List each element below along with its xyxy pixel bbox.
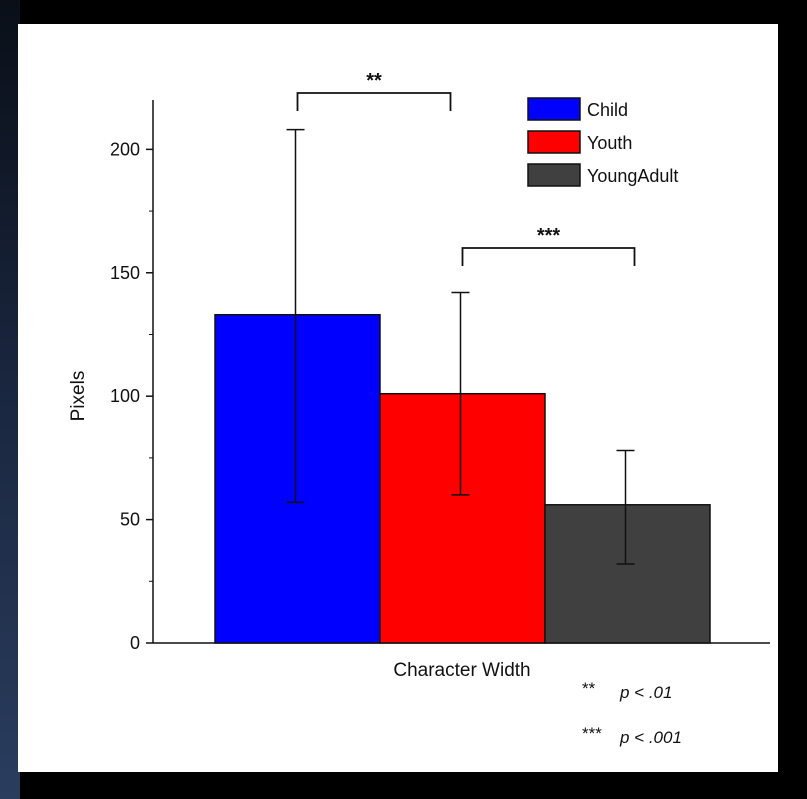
y-tick-label: 100 xyxy=(110,386,140,406)
significance-bracket: ** xyxy=(296,70,452,111)
legend-label: YoungAdult xyxy=(587,166,678,186)
y-ticks: 0 50 100 150 200 xyxy=(110,139,153,653)
legend-label: Youth xyxy=(587,133,632,153)
significance-label: ** xyxy=(366,70,382,92)
y-tick-label: 0 xyxy=(130,633,140,653)
note-stars: ** xyxy=(582,679,596,698)
note-text: p < .001 xyxy=(619,728,682,747)
error-bars xyxy=(286,128,635,565)
error-bar-youngadult xyxy=(616,449,635,565)
y-tick-label: 200 xyxy=(110,139,140,159)
legend-item-youngadult: YoungAdult xyxy=(527,163,678,187)
legend-swatch xyxy=(527,130,581,154)
legend: Child Youth YoungAdult xyxy=(527,97,678,187)
significance-note: *** p < .001 xyxy=(582,724,682,747)
note-text: p < .01 xyxy=(619,683,672,702)
note-stars: *** xyxy=(582,724,602,743)
bar-youth xyxy=(379,392,546,644)
legend-item-child: Child xyxy=(527,97,628,121)
significance-note: ** p < .01 xyxy=(582,679,672,702)
error-bar-child xyxy=(286,128,305,504)
significance-brackets: ***** xyxy=(296,70,636,266)
y-tick-label: 150 xyxy=(110,263,140,283)
legend-label: Child xyxy=(587,100,628,120)
bar-child xyxy=(214,313,381,644)
legend-swatch xyxy=(527,97,581,121)
significance-label: *** xyxy=(537,225,561,247)
legend-item-youth: Youth xyxy=(527,130,632,154)
bars xyxy=(214,313,711,644)
x-axis-title: Character Width xyxy=(393,660,530,681)
y-tick-label: 50 xyxy=(120,510,140,530)
bar-youngadult xyxy=(544,504,711,644)
legend-swatch xyxy=(527,163,581,187)
frame-left-gradient xyxy=(0,0,20,799)
significance-bracket: *** xyxy=(461,225,636,266)
error-bar-youth xyxy=(451,291,470,496)
y-axis-title: Pixels xyxy=(68,371,89,422)
significance-notes: ** p < .01 *** p < .001 xyxy=(582,679,682,747)
